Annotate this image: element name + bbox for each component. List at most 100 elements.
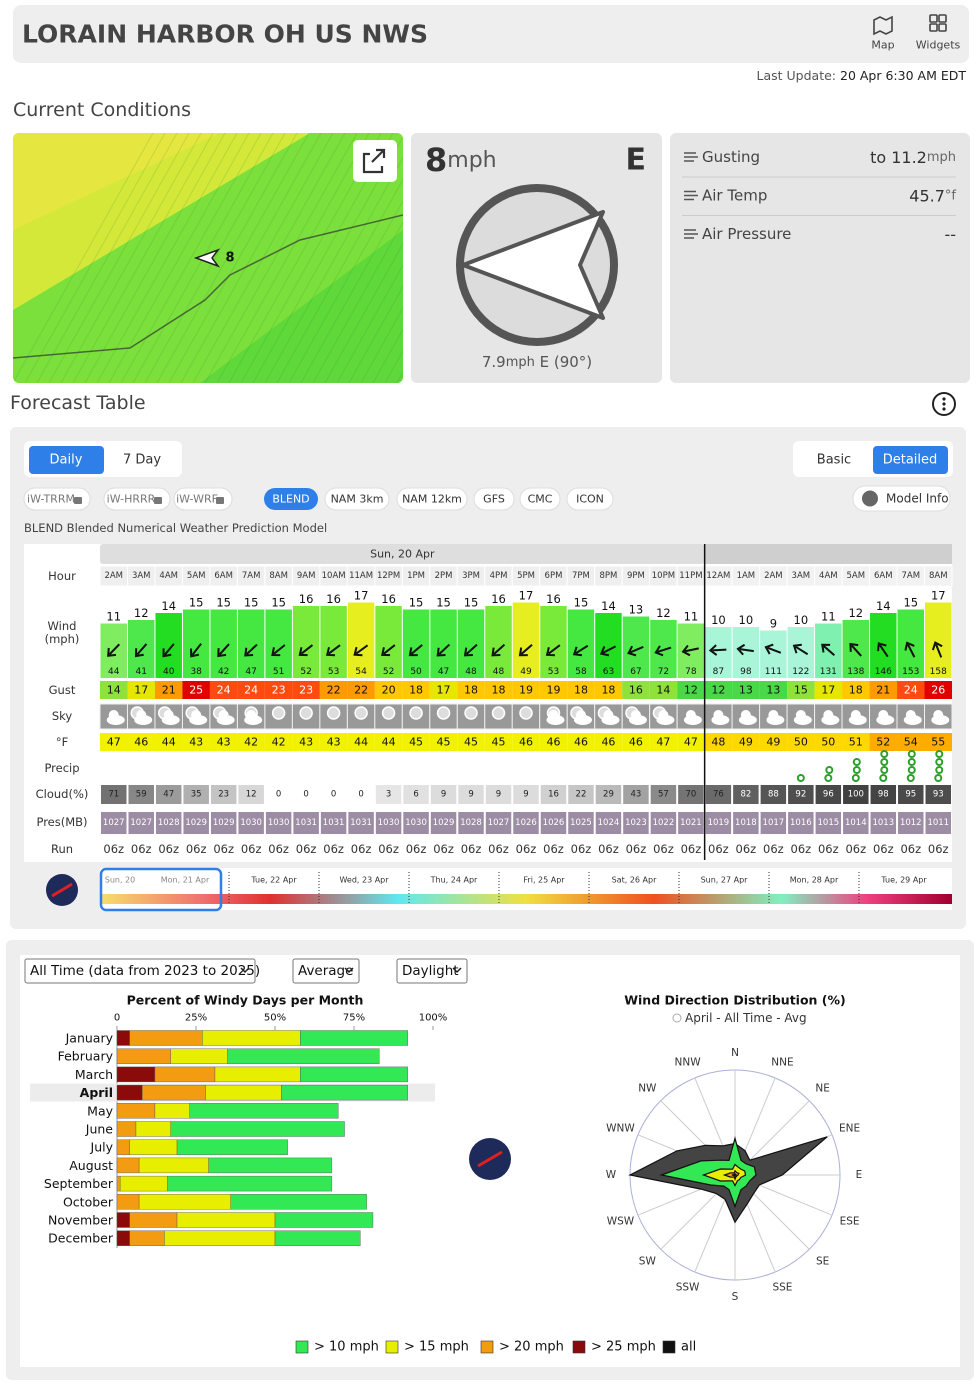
open-map-button[interactable] <box>353 140 397 182</box>
options-button[interactable] <box>932 392 956 416</box>
pressure-cell <box>843 812 869 834</box>
map-button[interactable]: Map <box>871 15 895 52</box>
chart-subtitle: April - All Time - Avg <box>685 1011 807 1025</box>
bar-segment <box>230 1194 367 1210</box>
cloud-value: 0 <box>303 790 308 800</box>
cloud-value: 93 <box>933 790 944 800</box>
gust-value: 18 <box>574 684 588 697</box>
direction-value: 67 <box>630 667 641 677</box>
bar-segment <box>274 1230 361 1246</box>
wind-value: 15 <box>436 596 451 610</box>
temp-value: 46 <box>519 736 533 749</box>
pill-label: iW-WRF <box>176 493 218 506</box>
legend-label: > 25 mph <box>591 1340 656 1355</box>
cloud-icon <box>136 710 147 720</box>
temp-value: 54 <box>904 736 918 749</box>
model-pill[interactable]: iW-HRRR <box>103 487 171 511</box>
gust-cell <box>127 681 155 699</box>
filter-select[interactable]: Average <box>292 958 360 984</box>
direction-value: 87 <box>713 667 724 677</box>
pressure-cell <box>155 812 182 834</box>
model-pill[interactable]: iW-TRRM <box>23 487 91 511</box>
model-info-button[interactable]: Model Info <box>852 485 951 512</box>
direction-label: NE <box>815 1083 830 1095</box>
filter-select[interactable]: All Time (data from 2023 to 2025) <box>24 958 260 984</box>
filter-select[interactable]: Daylight <box>396 958 468 984</box>
direction-label: S <box>732 1291 739 1303</box>
pressure-value: 1027 <box>488 818 510 828</box>
gust-value: 12 <box>684 684 698 697</box>
bar-segment <box>116 1230 130 1246</box>
pressure-value: 1013 <box>872 818 894 828</box>
model-pill[interactable]: NAM 12km <box>396 487 468 511</box>
widgets-button[interactable]: Widgets <box>916 14 961 52</box>
direction-value: 47 <box>245 667 256 677</box>
run-value: 06z <box>626 842 647 856</box>
temp-cell <box>237 733 265 751</box>
temp-value: 49 <box>739 736 753 749</box>
temp-value: 43 <box>217 736 231 749</box>
select-chevron <box>344 967 354 974</box>
sun-icon <box>464 706 478 720</box>
tab[interactable]: Daily <box>29 446 104 474</box>
pressure-value: 1030 <box>240 818 262 828</box>
cloud-cell <box>210 785 237 804</box>
cloud-value: 82 <box>740 790 751 800</box>
timeline-label: Tue, 22 Apr <box>250 876 297 885</box>
pressure-cell <box>348 812 374 834</box>
view-toggle[interactable]: Detailed <box>873 446 948 474</box>
pressure-cell <box>595 812 622 834</box>
view-toggle[interactable]: Basic <box>817 453 851 468</box>
cloud-value: 16 <box>548 790 559 800</box>
gust-value: 21 <box>876 684 890 697</box>
wind-value: 14 <box>876 599 891 613</box>
wind-value: 15 <box>903 596 918 610</box>
pressure-cell <box>458 812 484 834</box>
wind-arrow <box>877 642 889 658</box>
sun-icon <box>381 706 396 720</box>
wind-arrow <box>681 644 699 657</box>
cloud-icon <box>575 710 586 720</box>
model-pill[interactable]: CMC <box>519 487 561 511</box>
pressure-value: 1028 <box>460 818 482 828</box>
model-pill[interactable]: GFS <box>473 487 515 511</box>
tab[interactable]: 7 Day <box>123 453 161 468</box>
cloud-icon <box>163 710 174 720</box>
wind-arrow <box>736 643 754 656</box>
wind-cell <box>265 609 292 678</box>
stat-value: -- <box>944 225 956 244</box>
x-tick-label: 0 <box>114 1013 120 1024</box>
legend-label: > 10 mph <box>314 1340 379 1355</box>
model-pill[interactable]: NAM 3km <box>324 487 390 511</box>
model-pill[interactable]: ICON <box>566 487 614 511</box>
gust-cell <box>814 681 843 699</box>
model-pill[interactable]: iW-WRF <box>173 487 233 511</box>
direction-value: 54 <box>355 667 367 677</box>
cloud-cell <box>595 785 622 804</box>
direction-label: N <box>731 1047 739 1059</box>
temp-cell <box>704 733 733 751</box>
temp-value: 49 <box>766 736 780 749</box>
cloud-cell <box>568 785 594 804</box>
stat-label: Air Temp <box>702 187 767 205</box>
bar-segment <box>129 1139 178 1155</box>
cloud-cell <box>705 785 732 804</box>
wind-arrow <box>162 643 175 658</box>
direction-label: NNE <box>771 1056 793 1068</box>
gust-value: 23 <box>272 684 286 697</box>
x-tick-label: 100% <box>419 1013 448 1024</box>
select-label: Daylight <box>402 963 459 979</box>
pressure-value: 1028 <box>158 818 180 828</box>
run-value: 06z <box>791 842 812 856</box>
cloud-icon <box>548 710 559 720</box>
cloud-value: 59 <box>136 790 147 800</box>
precip-dot <box>824 774 833 782</box>
run-value: 06z <box>818 842 839 856</box>
pressure-cell <box>183 812 209 834</box>
direction-label: W <box>606 1169 617 1181</box>
timeline-window[interactable] <box>99 867 223 912</box>
wind-arrow <box>463 643 478 657</box>
gust-cell <box>704 681 733 699</box>
model-pill[interactable]: BLEND <box>264 488 318 510</box>
temp-value: 46 <box>574 736 588 749</box>
